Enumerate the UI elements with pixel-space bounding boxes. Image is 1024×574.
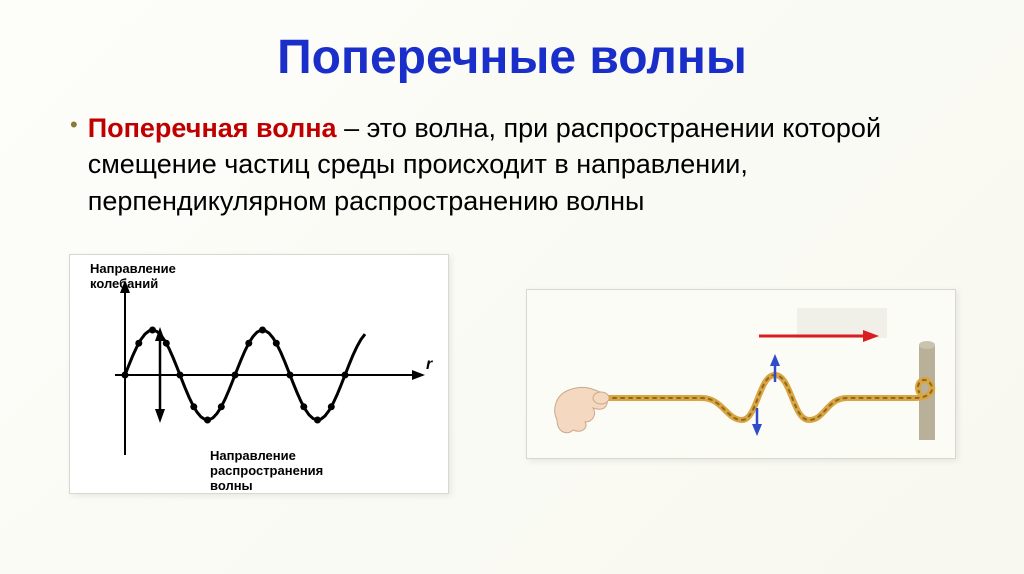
axis-end-label: r	[426, 356, 433, 373]
fig1-svg: r Направление колебаний Направление расп…	[70, 255, 450, 495]
fig2-svg	[527, 290, 957, 460]
x-axis-arrowhead-icon	[412, 370, 425, 380]
osc-arrow-up-icon	[770, 354, 780, 366]
osc-arrow-down-icon	[752, 424, 762, 436]
slide-title: Поперечные волны	[50, 30, 974, 85]
bullet-icon: •	[70, 110, 78, 141]
slide-container: Поперечные волны • Поперечная волна – эт…	[0, 0, 1024, 574]
label-top-2: колебаний	[90, 276, 158, 291]
label-top-1: Направление	[90, 261, 176, 276]
figure-transverse-diagram: r Направление колебаний Направление расп…	[69, 254, 449, 494]
label-bottom-2: распространения	[210, 463, 323, 478]
definition-text: Поперечная волна – это волна, при распро…	[88, 110, 934, 219]
definition-block: • Поперечная волна – это волна, при расп…	[70, 110, 934, 219]
label-bottom-1: Направление	[210, 448, 296, 463]
wall-post-top	[919, 341, 935, 349]
label-bottom-3: волны	[210, 478, 253, 493]
arrow-box	[797, 308, 887, 338]
term: Поперечная волна	[88, 113, 337, 143]
figure-rope-wave	[526, 289, 956, 459]
hand-icon	[554, 388, 608, 433]
oscillation-arrow-down-icon	[155, 409, 165, 423]
figures-row: r Направление колебаний Направление расп…	[50, 254, 974, 494]
oscillation-arrow-up-icon	[155, 327, 165, 341]
